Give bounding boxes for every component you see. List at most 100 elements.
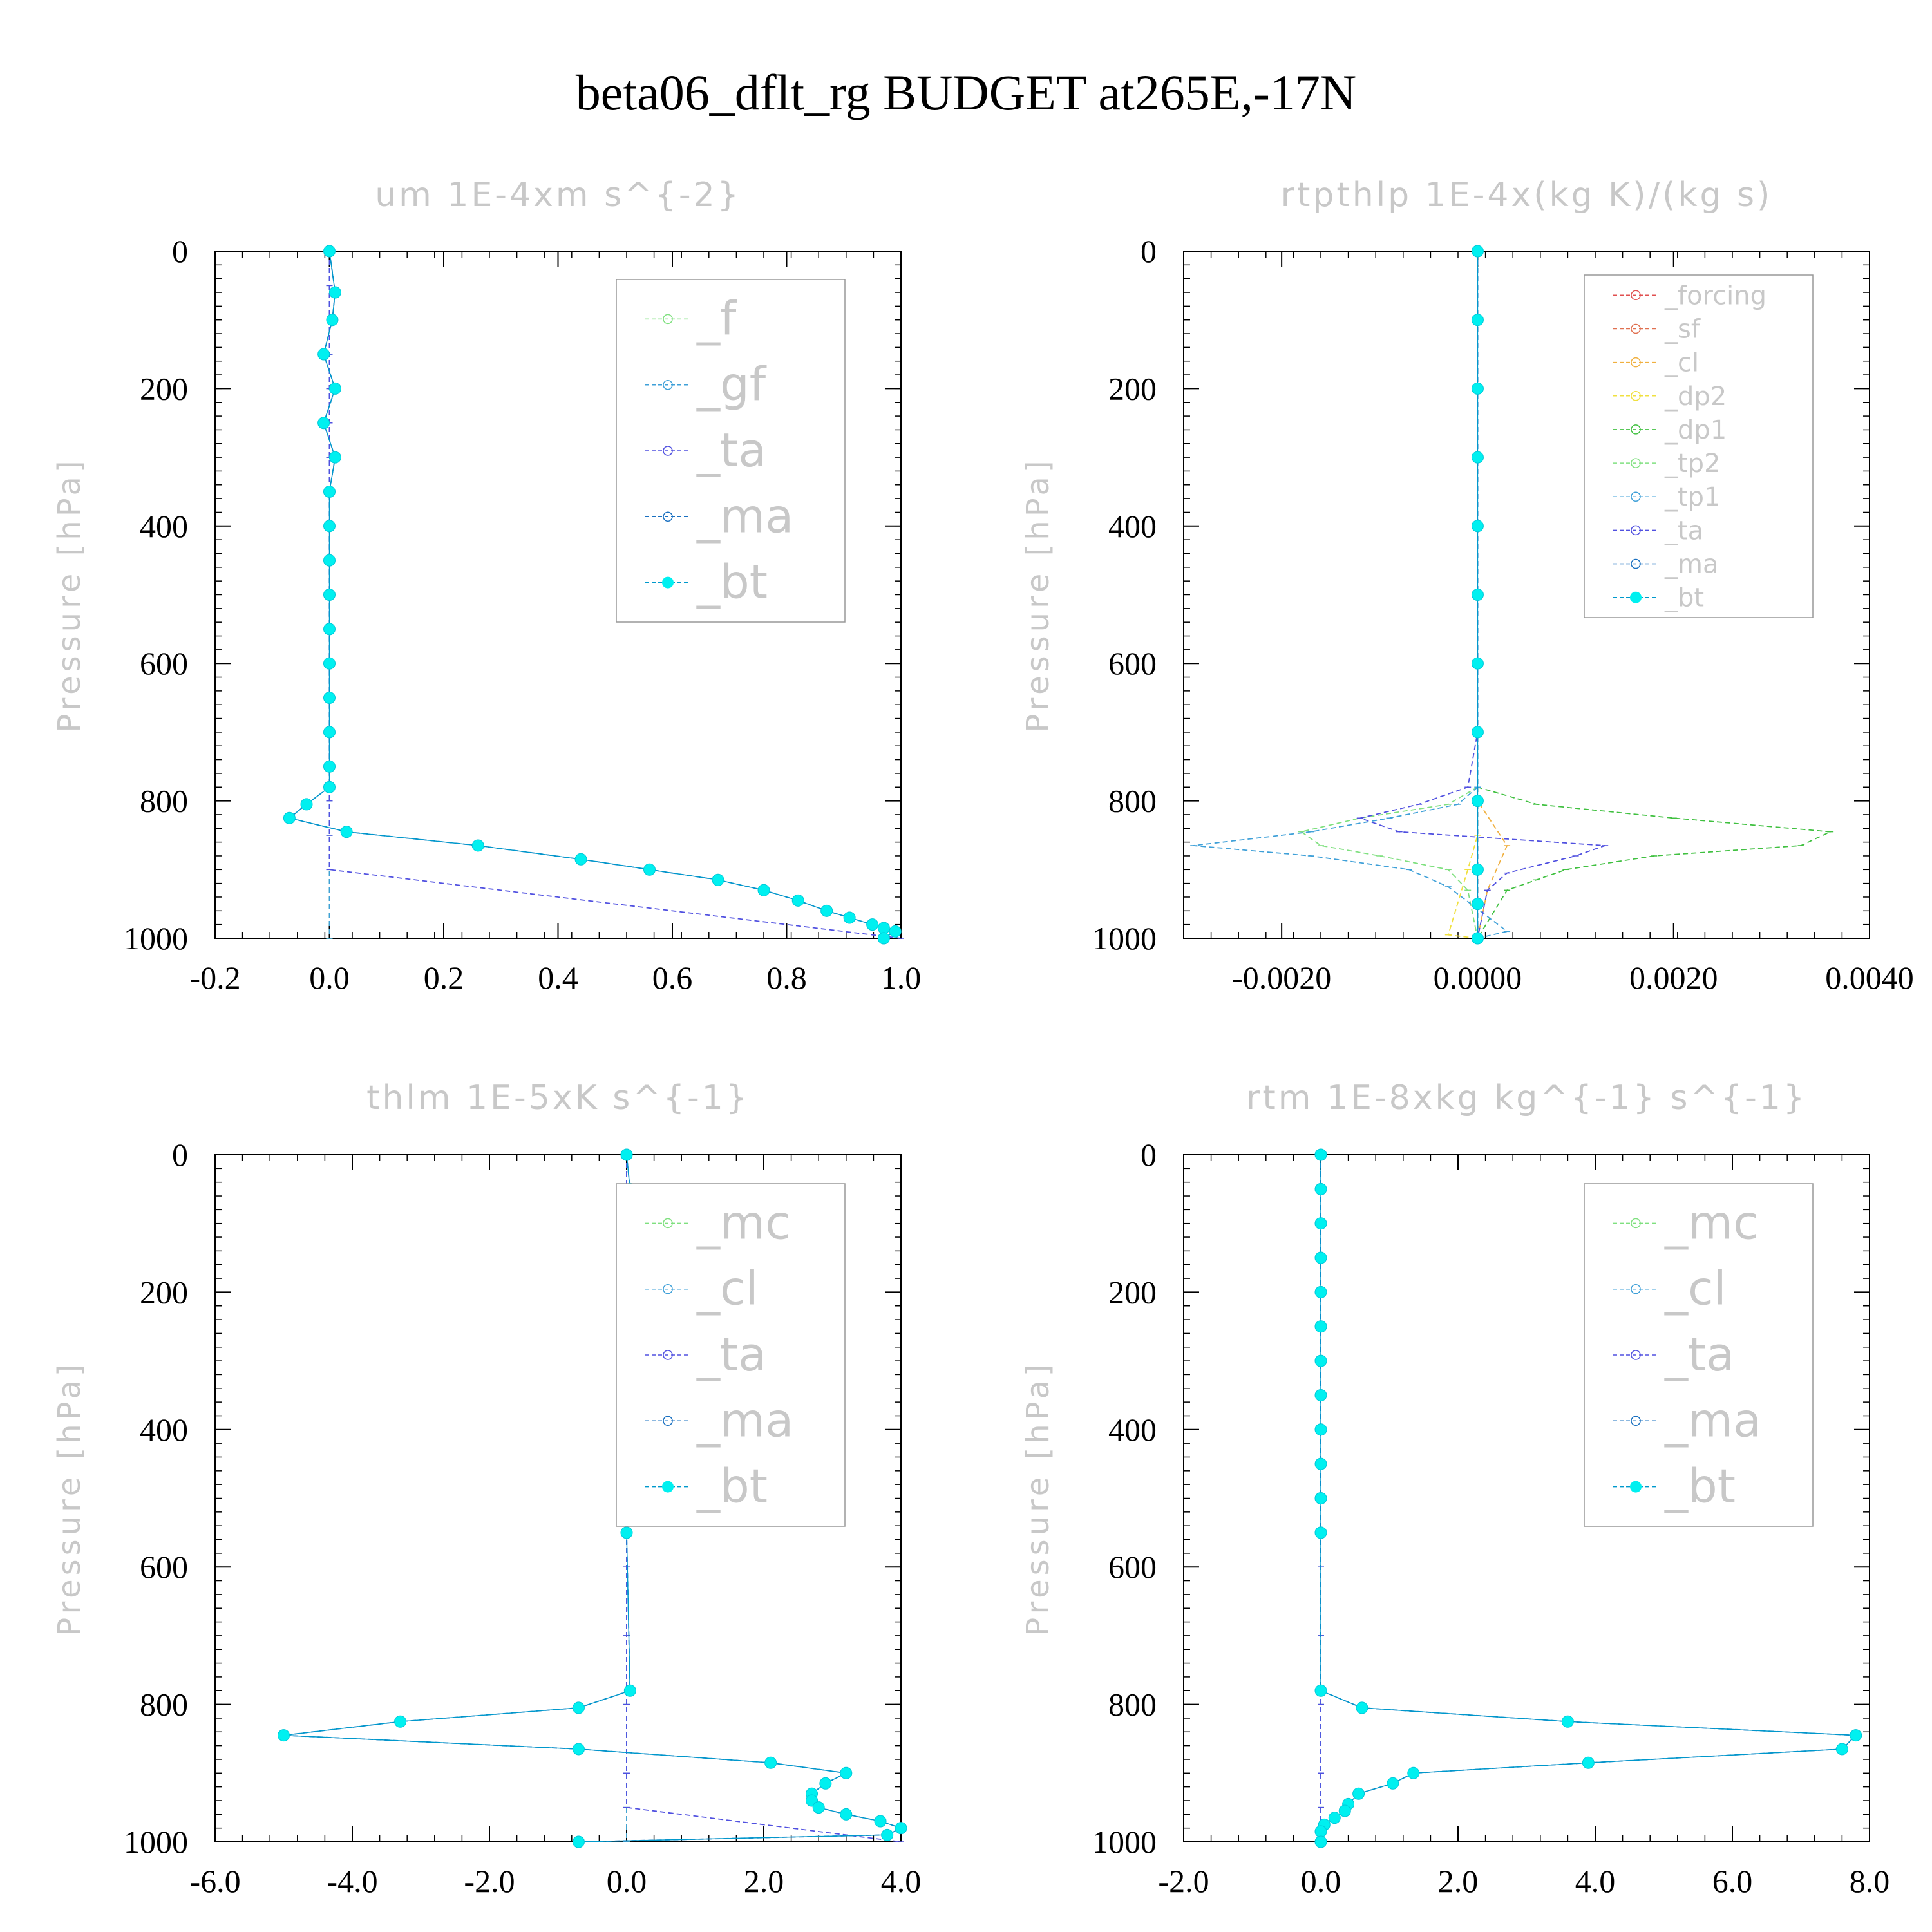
data-point-bt bbox=[1582, 1756, 1595, 1769]
x-tick-label: 0.4 bbox=[538, 960, 578, 996]
legend-marker bbox=[1631, 357, 1641, 368]
data-point-bt bbox=[895, 1822, 907, 1835]
data-point-bt bbox=[323, 657, 336, 670]
data-point-bt bbox=[328, 451, 341, 464]
legend-marker bbox=[663, 314, 673, 325]
legend-label: _ta bbox=[696, 1327, 766, 1381]
legend-marker bbox=[1631, 1350, 1641, 1360]
y-tick-label: 0 bbox=[172, 1137, 188, 1173]
x-tick-label: -2.0 bbox=[464, 1863, 515, 1899]
panel-2: rtpthlp 1E-4x(kg K)/(kg s) Pressure [hPa]… bbox=[1020, 176, 1914, 996]
x-tick-label: 0.0 bbox=[309, 960, 350, 996]
legend-marker bbox=[1631, 323, 1641, 334]
data-point-bt bbox=[866, 918, 879, 931]
legend-marker bbox=[1631, 491, 1641, 502]
data-point-bt bbox=[323, 589, 336, 601]
x-tick-label: 0.0000 bbox=[1434, 960, 1522, 996]
series-group bbox=[1314, 1148, 1862, 1848]
legend-marker bbox=[1631, 290, 1641, 301]
panel-4: rtm 1E-8xkg kg^{-1} s^{-1} Pressure [hPa]… bbox=[1020, 1079, 1889, 1899]
x-tick-label: 0.0 bbox=[607, 1863, 647, 1899]
legend-label: _tp1 bbox=[1664, 482, 1721, 512]
data-point-bt bbox=[1471, 589, 1484, 601]
legend-label: _dp1 bbox=[1664, 415, 1727, 445]
x-tick-label: 6.0 bbox=[1712, 1863, 1753, 1899]
data-point-bt bbox=[323, 692, 336, 705]
legend-marker bbox=[1631, 458, 1641, 468]
data-point-bt bbox=[1314, 1835, 1327, 1848]
legend: _mc _cl _ta _ma _bt bbox=[616, 1183, 846, 1527]
legend-marker bbox=[663, 379, 673, 390]
y-axis-label: Pressure [hPa] bbox=[52, 1360, 88, 1636]
data-point-bt bbox=[840, 1808, 853, 1821]
x-tick-label: 1.0 bbox=[881, 960, 922, 996]
y-tick-label: 0 bbox=[1141, 233, 1157, 269]
x-tick-label: -4.0 bbox=[327, 1863, 377, 1899]
legend-label: _ma bbox=[696, 1393, 793, 1447]
x-tick-label: -6.0 bbox=[189, 1863, 240, 1899]
y-tick-label: 200 bbox=[1108, 1274, 1157, 1310]
data-point-bt bbox=[620, 1148, 633, 1161]
legend: _f _gf _ta _ma _bt bbox=[616, 279, 846, 623]
data-point-bt bbox=[1471, 726, 1484, 739]
legend: _forcing _sf _cl _dp2_dp1 _tp2 _tp1 _ta _ma_bt bbox=[1584, 274, 1814, 618]
legend-marker bbox=[663, 511, 673, 522]
x-tick-label: 0.0040 bbox=[1825, 960, 1914, 996]
series-group bbox=[1190, 245, 1834, 945]
panel-3: thlm 1E-5xK s^{-1} Pressure [hPa] -6.0 -4.0… bbox=[52, 1079, 921, 1899]
x-tick-label: 0.6 bbox=[652, 960, 693, 996]
legend: _mc _cl _ta _ma _bt bbox=[1584, 1183, 1814, 1527]
data-point-bt bbox=[881, 1828, 894, 1841]
data-point-bt bbox=[1314, 1825, 1327, 1838]
data-point-bt bbox=[394, 1715, 407, 1728]
data-point-bt bbox=[323, 485, 336, 498]
data-point-bt bbox=[764, 1756, 777, 1769]
data-point-bt bbox=[574, 853, 587, 866]
data-point-bt bbox=[1561, 1715, 1574, 1728]
data-point-bt bbox=[323, 623, 336, 636]
panel-1: um 1E-4xm s^{-2} Pressure [hPa] -0.2 0.0 0.2… bbox=[52, 176, 921, 996]
series-group bbox=[283, 245, 904, 945]
y-tick-label: 1000 bbox=[124, 1824, 188, 1860]
y-axis-label: Pressure [hPa] bbox=[1020, 457, 1056, 732]
data-point-bt bbox=[317, 348, 330, 361]
legend-marker bbox=[1630, 591, 1642, 603]
data-point-bt bbox=[623, 1684, 636, 1697]
data-point-bt bbox=[889, 925, 902, 938]
x-tick-label: -0.2 bbox=[189, 960, 240, 996]
x-tick-label: -2.0 bbox=[1158, 1863, 1209, 1899]
legend-label: _mc bbox=[696, 1195, 791, 1249]
panel-title: rtpthlp 1E-4x(kg K)/(kg s) bbox=[1281, 176, 1773, 214]
panel-title: thlm 1E-5xK s^{-1} bbox=[366, 1079, 750, 1117]
data-point-bt bbox=[340, 826, 353, 838]
data-point-bt bbox=[1471, 382, 1484, 395]
data-point-bt bbox=[323, 554, 336, 567]
legend-marker bbox=[1631, 558, 1641, 569]
panel-title: um 1E-4xm s^{-2} bbox=[375, 176, 741, 214]
x-tick-label: 0.2 bbox=[424, 960, 464, 996]
data-point-bt bbox=[819, 1777, 832, 1790]
data-point-bt bbox=[874, 1815, 887, 1828]
legend-marker bbox=[663, 1283, 673, 1294]
legend-label: _ta bbox=[696, 423, 766, 477]
data-point-bt bbox=[840, 1766, 853, 1779]
x-tick-label: -0.0020 bbox=[1232, 960, 1331, 996]
legend-marker bbox=[1631, 391, 1641, 401]
data-point-bt bbox=[471, 839, 484, 852]
data-point-bt bbox=[323, 245, 336, 258]
x-tick-label: 2.0 bbox=[1438, 1863, 1479, 1899]
data-point-bt bbox=[328, 382, 341, 395]
data-point-bt bbox=[1356, 1701, 1368, 1714]
data-point-bt bbox=[1314, 1526, 1327, 1539]
data-point-bt bbox=[300, 798, 313, 811]
data-point-bt bbox=[278, 1729, 290, 1742]
y-tick-label: 1000 bbox=[1092, 920, 1157, 956]
data-point-bt bbox=[328, 286, 341, 299]
legend-label: _mc bbox=[1664, 1195, 1759, 1249]
data-point-bt bbox=[1338, 1804, 1351, 1817]
data-point-bt bbox=[1314, 1684, 1327, 1697]
legend-box bbox=[1584, 274, 1814, 618]
legend-label: _dp2 bbox=[1664, 382, 1727, 412]
data-point-bt bbox=[1471, 451, 1484, 464]
data-point-bt bbox=[1314, 1388, 1327, 1401]
